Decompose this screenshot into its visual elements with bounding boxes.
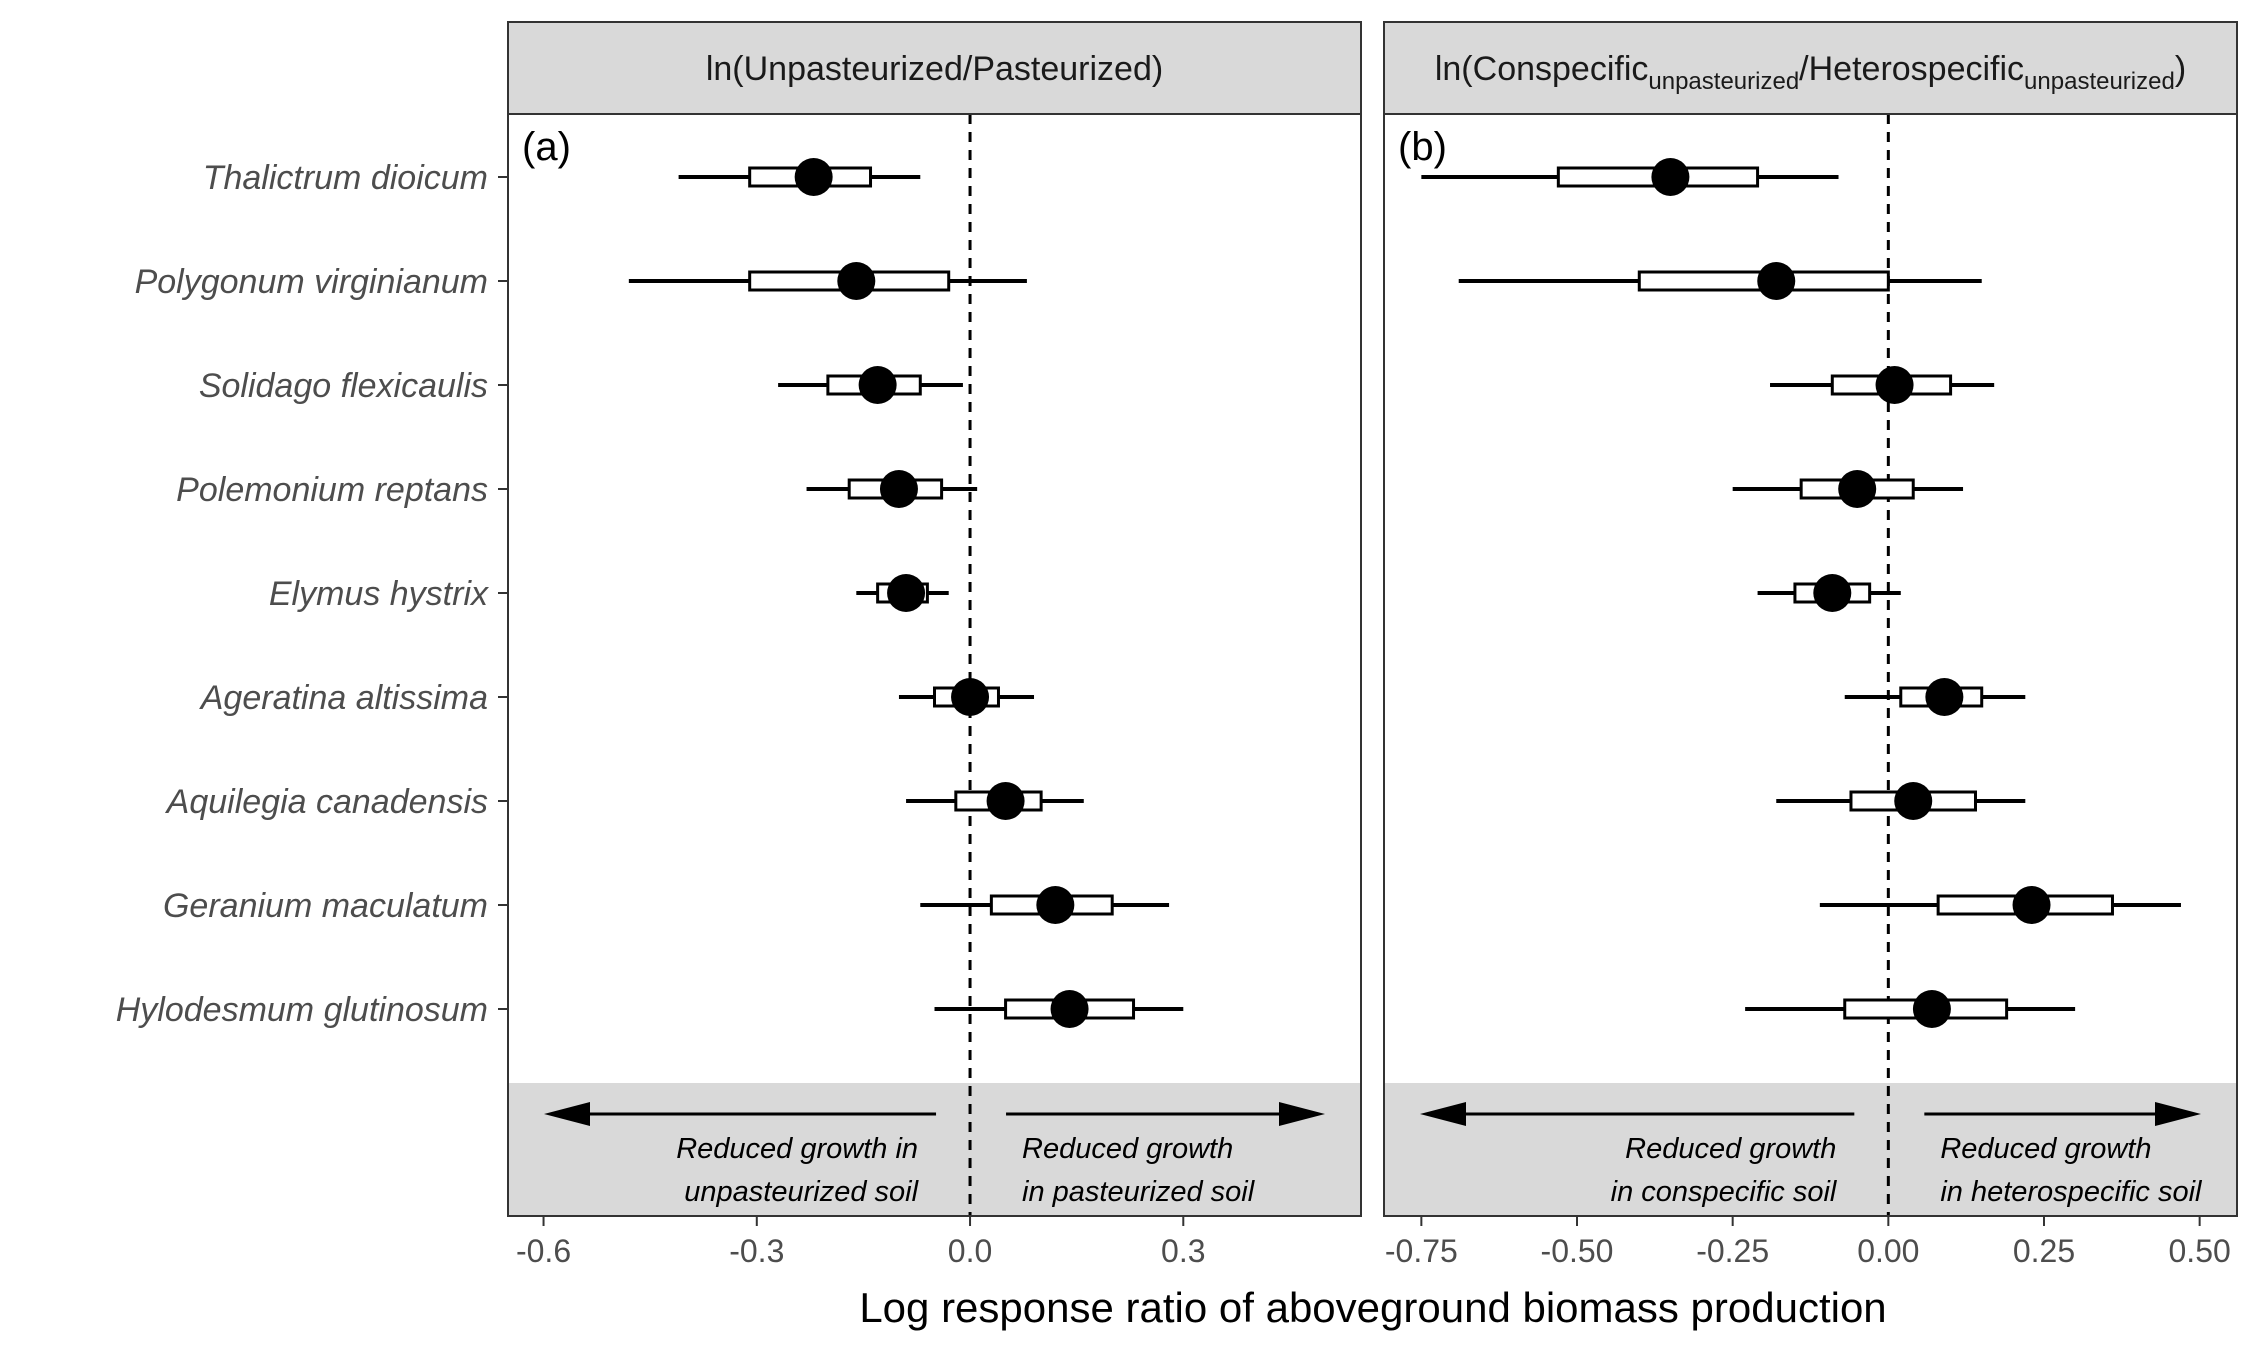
x-tick-label: -0.3 (729, 1233, 784, 1269)
mean-point (1838, 470, 1877, 508)
strip-title-part: Heterospecific (1809, 50, 2024, 88)
x-tick-label: -0.6 (516, 1233, 571, 1269)
left-annotation-line: unpasteurized soil (684, 1176, 919, 1208)
right-arrow-head (1279, 1102, 1325, 1126)
left-annotation-line: Reduced growth (1625, 1133, 1836, 1165)
mean-point (1925, 678, 1964, 716)
mean-point (1036, 886, 1075, 924)
mean-point (1912, 990, 1951, 1028)
mean-point (1813, 574, 1852, 612)
species-label: Polygonum virginianum (135, 263, 488, 301)
strip-title-part: unpasteurized (2024, 68, 2175, 95)
species-row (934, 990, 1184, 1028)
strip-title-part: / (1799, 50, 1809, 88)
left-annotation-line: Reduced growth in (676, 1133, 918, 1165)
mean-point (837, 262, 876, 300)
panel-border (1383, 113, 2238, 1217)
mean-point (951, 678, 990, 716)
x-tick-label: -0.50 (1541, 1233, 1614, 1269)
mean-point (1050, 990, 1089, 1028)
species-row (920, 886, 1170, 924)
x-tick-label: 0.00 (1857, 1233, 1919, 1269)
mean-point (858, 366, 897, 404)
species-row (628, 262, 1027, 300)
species-row (1421, 158, 1839, 196)
species-row (1732, 470, 1964, 508)
panel-label: (a) (522, 125, 571, 169)
left-arrow-head (544, 1102, 590, 1126)
species-label: Ageratina altissima (199, 679, 488, 717)
mean-point (986, 782, 1025, 820)
species-row (1776, 782, 2026, 820)
panel-label: (b) (1398, 125, 1447, 169)
strip-title-part: ln( (706, 50, 744, 88)
strip-title-part: ) (1152, 50, 1163, 88)
x-axis-title: Log response ratio of aboveground biomas… (859, 1284, 1886, 1331)
mean-point (794, 158, 833, 196)
species-label: Thalictrum dioicum (203, 159, 488, 197)
strip-title-part: Unpasteurized (744, 50, 963, 88)
x-tick-label: -0.25 (1696, 1233, 1769, 1269)
panel-b: ln(Conspecificunpasteurized/Heterospecif… (1383, 21, 2238, 1269)
left-annotation-line: in conspecific soil (1611, 1176, 1838, 1208)
left-arrow-head (1420, 1102, 1466, 1126)
species-label: Geranium maculatum (163, 887, 488, 925)
x-tick-label: 0.50 (2169, 1233, 2231, 1269)
strip-title-part: ln( (1435, 50, 1473, 88)
mean-point (1875, 366, 1914, 404)
species-row (1745, 990, 2076, 1028)
strip-title-part: Pasteurized (972, 50, 1152, 88)
strip-background (1383, 21, 2238, 115)
x-tick-label: 0.25 (2013, 1233, 2075, 1269)
annotation-band (508, 1083, 1361, 1216)
species-row (856, 574, 949, 612)
panels-layer: ln(Unpasteurized/Pasteurized)(a)Reduced … (507, 21, 2238, 1269)
species-row (1458, 262, 1982, 300)
mean-point (1651, 158, 1690, 196)
x-tick-label: 0.3 (1161, 1233, 1205, 1269)
mean-point (879, 470, 918, 508)
species-axis: Thalictrum dioicum Polygonum virginianum S… (116, 159, 508, 1029)
strip-title-part: Conspecific (1473, 50, 1649, 88)
strip-background (507, 21, 1362, 115)
right-annotation-line: in pasteurized soil (1022, 1176, 1256, 1208)
mean-point (887, 574, 926, 612)
species-row (1770, 366, 1995, 404)
species-label: Elymus hystrix (269, 575, 489, 613)
strip-title: ln(Unpasteurized/Pasteurized) (706, 50, 1163, 88)
mean-point (2012, 886, 2051, 924)
species-label: Polemonium reptans (176, 471, 488, 509)
x-tick-label: 0.0 (948, 1233, 992, 1269)
species-row (1819, 886, 2181, 924)
right-annotation-line: Reduced growth (1940, 1133, 2151, 1165)
strip-title-part: / (963, 50, 973, 88)
species-row (1844, 678, 2026, 716)
right-arrow-head (2155, 1102, 2201, 1126)
species-row (1757, 574, 1901, 612)
species-row (678, 158, 921, 196)
x-tick-label: -0.75 (1385, 1233, 1458, 1269)
species-label: Solidago flexicaulis (199, 367, 488, 405)
species-row (778, 366, 963, 404)
panel-border (507, 113, 1362, 1217)
strip-title-part: unpasteurized (1648, 68, 1799, 95)
species-label: Aquilegia canadensis (165, 783, 488, 821)
panel-a: ln(Unpasteurized/Pasteurized) (a) Reduced … (507, 21, 1362, 1269)
strip-title-part: ) (2175, 50, 2186, 88)
right-annotation-line: Reduced growth (1022, 1133, 1233, 1165)
annotation-band (1384, 1083, 2237, 1216)
species-row (898, 678, 1035, 716)
right-annotation-line: in heterospecific soil (1940, 1176, 2203, 1208)
species-label: Hylodesmum glutinosum (116, 991, 488, 1029)
strip-title: ln(Conspecificunpasteurized/Heterospecif… (1435, 50, 2186, 95)
mean-point (1757, 262, 1796, 300)
species-row (906, 782, 1084, 820)
mean-point (1894, 782, 1933, 820)
species-row (806, 470, 978, 508)
